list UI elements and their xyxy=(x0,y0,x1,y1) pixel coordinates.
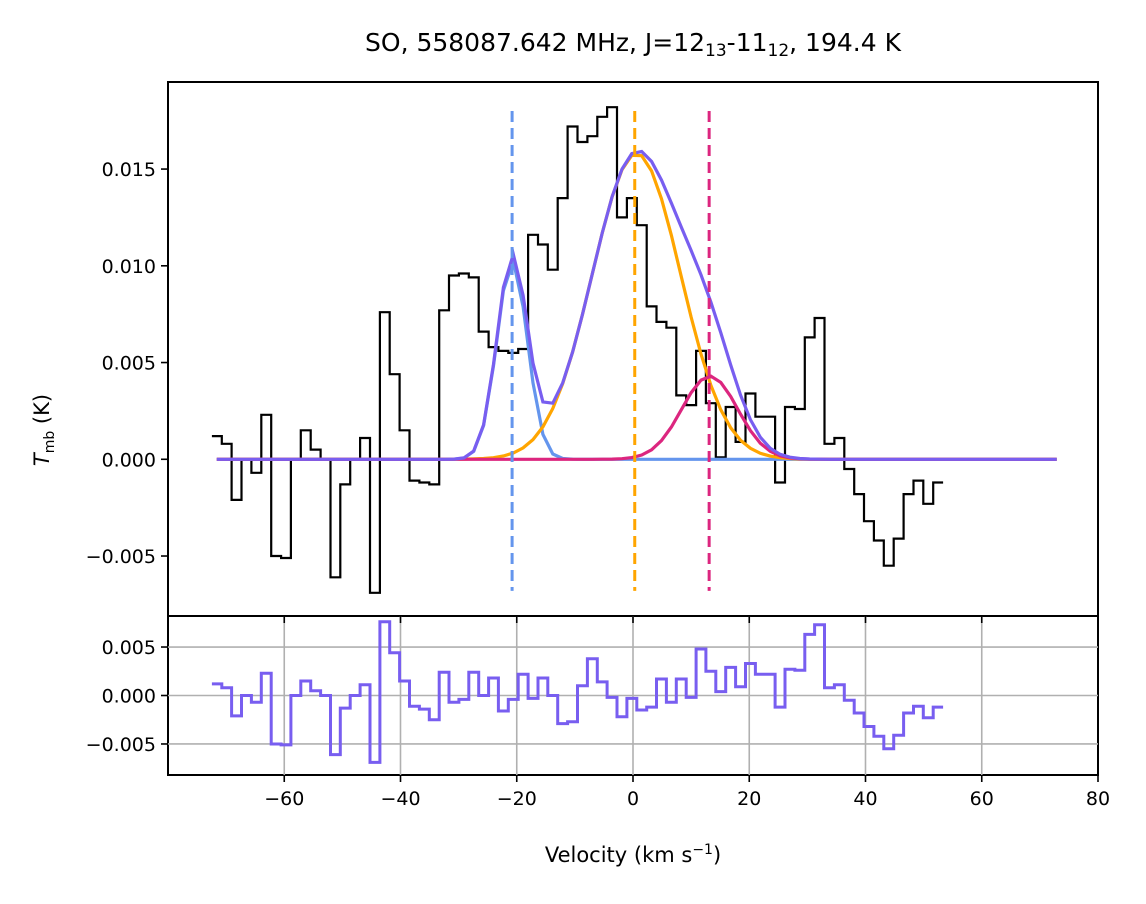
chart-title: SO, 558087.642 MHz, J=1213-1112, 194.4 K xyxy=(365,28,901,61)
y-tick-label: 0.000 xyxy=(102,449,156,471)
x-tick-label: 60 xyxy=(970,788,994,810)
x-tick-label: 0 xyxy=(627,788,639,810)
fit-component-1 xyxy=(216,254,1057,461)
residual-y-tick-label: 0.000 xyxy=(102,686,156,708)
x-tick-label: 40 xyxy=(853,788,877,810)
fit-total xyxy=(216,149,1057,461)
top-panel-frame xyxy=(167,81,1099,617)
y-tick-label: −0.005 xyxy=(86,546,156,568)
y-tick-label: 0.015 xyxy=(102,159,156,181)
residual-panel-plot xyxy=(211,620,944,764)
top-panel-plot xyxy=(211,106,1057,594)
x-tick-label: −60 xyxy=(264,788,304,810)
x-tick-label: −20 xyxy=(497,788,537,810)
residual-y-tick-label: 0.005 xyxy=(102,637,156,659)
residual-grid xyxy=(168,616,1098,775)
fit-component-3 xyxy=(216,374,1057,461)
residual-y-tick-label: −0.005 xyxy=(86,734,156,756)
x-tick-label: −40 xyxy=(380,788,420,810)
y-tick-label: 0.010 xyxy=(102,256,156,278)
x-tick-label: 20 xyxy=(737,788,761,810)
y-tick-label: 0.005 xyxy=(102,353,156,375)
x-axis-label: Velocity (km s−1) xyxy=(544,842,722,867)
y-axis-label: Tmb (K) xyxy=(29,393,59,467)
axis-ticks: −0.005 0.000 0.005 0.010 0.015 −0.005 0.000 0.0… xyxy=(86,159,1110,810)
residual-spectrum xyxy=(211,620,944,764)
x-tick-label: 80 xyxy=(1086,788,1110,810)
observed-spectrum xyxy=(211,106,944,594)
